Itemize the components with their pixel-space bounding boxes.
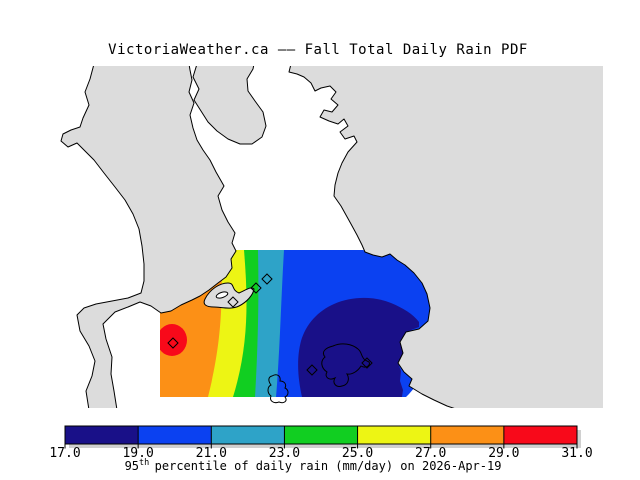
caption: 95th percentile of daily rain (mm/day) on… bbox=[125, 458, 502, 473]
colorbar-segment-6 bbox=[503, 426, 577, 444]
colorbar-tick-label-17.0: 17.0 bbox=[49, 446, 81, 461]
colorbar-tick-label-29.0: 29.0 bbox=[488, 446, 520, 461]
island-small-outline bbox=[267, 374, 289, 404]
spur-outline bbox=[203, 282, 255, 309]
station-diamond-5 bbox=[361, 357, 373, 369]
colorbar-segments bbox=[65, 426, 577, 444]
colorbar-segment-0 bbox=[65, 426, 139, 444]
landmass-east bbox=[288, 66, 603, 408]
landmass-peninsula bbox=[192, 66, 267, 145]
island-large-outline bbox=[321, 343, 370, 387]
colorbar-tick-label-31.0: 31.0 bbox=[561, 446, 593, 461]
colorbar-tick-label-23.0: 23.0 bbox=[268, 446, 301, 461]
colorbar bbox=[64, 425, 581, 449]
caption-superscript: th bbox=[139, 458, 150, 468]
station-markers bbox=[167, 273, 373, 376]
colorbar-tick-label-25.0: 25.0 bbox=[341, 446, 374, 461]
island-outlines bbox=[267, 343, 370, 404]
landmass-west bbox=[60, 66, 237, 408]
colorbar-segment-3 bbox=[284, 426, 358, 444]
colorbar-segment-5 bbox=[430, 426, 504, 444]
page-title: VictoriaWeather.ca —— Fall Total Daily R… bbox=[108, 42, 528, 58]
station-diamond-2 bbox=[227, 296, 239, 308]
caption-rest: percentile of daily rain (mm/day) on 202… bbox=[154, 459, 502, 473]
contour-band-29-31 bbox=[160, 324, 187, 356]
land-masses bbox=[60, 66, 603, 408]
station-diamond-3 bbox=[167, 337, 179, 349]
colorbar-segment-2 bbox=[211, 426, 285, 444]
colorbar-border-and-ticks bbox=[64, 425, 578, 449]
station-diamond-0 bbox=[250, 282, 262, 294]
colorbar-segment-1 bbox=[138, 426, 212, 444]
colorbar-tick-label-19.0: 19.0 bbox=[122, 446, 154, 461]
coast-spur bbox=[203, 282, 255, 309]
colorbar-border bbox=[64, 425, 578, 445]
contour-band-17-19 bbox=[298, 297, 419, 397]
caption-base: 95 bbox=[124, 459, 140, 473]
colorbar-tick-label-27.0: 27.0 bbox=[415, 446, 447, 461]
station-diamond-1 bbox=[261, 273, 273, 285]
colorbar-tick-label-21.0: 21.0 bbox=[195, 446, 227, 461]
station-diamond-4 bbox=[306, 364, 318, 376]
colorbar-segment-4 bbox=[357, 426, 431, 444]
spur-bay bbox=[215, 291, 229, 299]
